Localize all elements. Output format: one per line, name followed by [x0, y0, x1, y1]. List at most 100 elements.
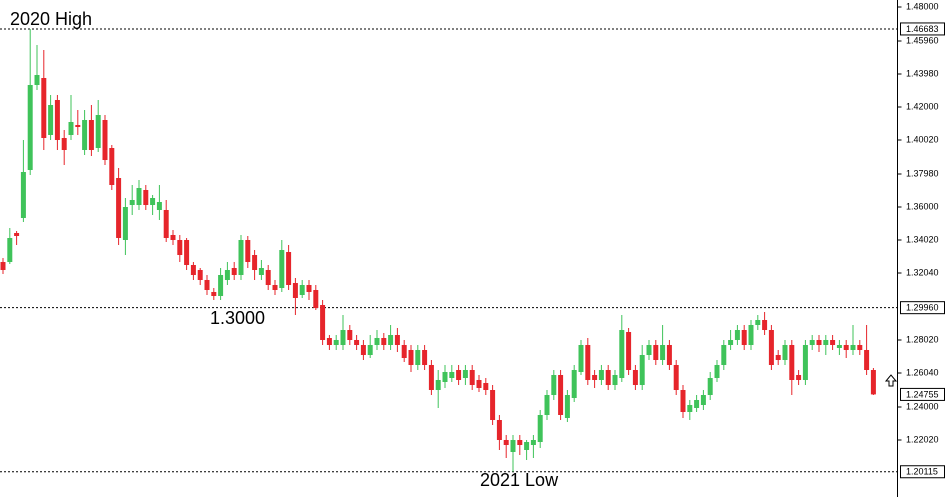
candle-body: [449, 372, 455, 378]
candle-body: [313, 290, 319, 308]
candle-body: [224, 270, 230, 280]
candle-body: [150, 198, 156, 205]
y-tick-label: 1.22020: [906, 434, 939, 444]
candle-body: [802, 345, 808, 380]
candle-body: [347, 330, 353, 340]
candle-body: [646, 345, 652, 355]
candle-body: [741, 330, 747, 345]
candle-body: [231, 268, 237, 275]
y-tick-label: 1.24000: [906, 401, 939, 411]
candle-body: [762, 320, 768, 330]
candle-body: [796, 375, 802, 380]
candle-body: [68, 122, 74, 135]
candle-body: [211, 292, 217, 296]
candle-body: [428, 365, 434, 390]
candle-body: [374, 338, 380, 345]
candle-body: [394, 335, 400, 345]
candle-body: [483, 383, 489, 390]
candle-body: [163, 210, 169, 238]
candle-body: [537, 415, 543, 442]
candle-body: [340, 330, 346, 345]
candle-body: [830, 340, 836, 345]
candle-body: [694, 400, 700, 408]
candle-body: [551, 375, 557, 395]
candle-body: [530, 440, 536, 445]
candle-body: [755, 320, 761, 325]
y-tick-label: 1.28020: [906, 334, 939, 344]
candle-body: [816, 340, 822, 345]
candle-body: [326, 338, 332, 345]
candle-body: [558, 375, 564, 415]
candle-body: [292, 283, 298, 298]
candle-body: [850, 345, 856, 350]
annotation: 2021 Low: [480, 470, 559, 490]
candle-body: [496, 420, 502, 440]
candle-body: [510, 440, 516, 452]
candle-body: [170, 235, 176, 240]
candle-body: [61, 138, 67, 150]
candle-body: [306, 285, 312, 292]
candle-body: [0, 262, 6, 270]
candle-body: [612, 375, 618, 385]
candle-body: [422, 350, 428, 365]
y-tick-label: 1.42000: [906, 101, 939, 111]
y-tick-label: 1.36000: [906, 201, 939, 211]
candle-body: [768, 330, 774, 365]
candle-body: [680, 390, 686, 412]
candle-body: [75, 125, 81, 127]
candle-body: [245, 240, 251, 262]
candle-body: [857, 345, 863, 350]
level-label: 1.46683: [906, 24, 939, 34]
candle-body: [707, 378, 713, 395]
candle-body: [544, 395, 550, 415]
candle-body: [517, 440, 523, 445]
level-box: [900, 22, 945, 36]
candle-body: [367, 345, 373, 355]
y-tick-label: 1.34020: [906, 234, 939, 244]
candle-body: [360, 345, 366, 355]
candle-body: [177, 240, 183, 255]
candle-body: [238, 240, 244, 275]
y-tick-label: 1.48000: [906, 1, 939, 11]
candle-body: [660, 345, 666, 360]
annotation: 1.3000: [210, 308, 265, 328]
candle-body: [626, 332, 632, 370]
candle-body: [143, 190, 149, 205]
candle-body: [333, 340, 339, 345]
level-label: 1.29960: [906, 303, 939, 313]
candle-body: [34, 75, 40, 85]
level-label: 1.20115: [906, 467, 938, 477]
candle-body: [320, 305, 326, 340]
y-tick-label: 1.37980: [906, 168, 939, 178]
level-box: [900, 301, 945, 315]
candle-body: [843, 345, 849, 350]
candle-body: [88, 120, 94, 150]
candle-body: [462, 370, 468, 378]
candle-body: [41, 78, 47, 138]
candle-body: [286, 252, 292, 285]
y-tick-label: 1.32040: [906, 267, 939, 277]
candle-body: [469, 370, 475, 385]
candle-body: [408, 350, 414, 365]
candle-body: [639, 355, 645, 385]
candle-body: [700, 395, 706, 405]
candle-body: [95, 115, 101, 148]
candle-body: [136, 188, 142, 205]
candle-body: [265, 270, 271, 285]
candle-body: [524, 442, 530, 450]
candle-body: [20, 172, 26, 218]
candle-body: [571, 370, 577, 398]
candle-body: [415, 350, 421, 365]
candle-body: [748, 325, 754, 345]
candle-body: [714, 365, 720, 378]
candle-body: [27, 85, 33, 170]
candle-body: [673, 365, 679, 390]
candle-body: [82, 120, 88, 150]
candle-body: [381, 338, 387, 345]
candle-body: [632, 370, 638, 385]
candle-body: [476, 380, 482, 388]
y-tick-label: 1.45960: [906, 35, 939, 45]
candle-body: [456, 370, 462, 380]
